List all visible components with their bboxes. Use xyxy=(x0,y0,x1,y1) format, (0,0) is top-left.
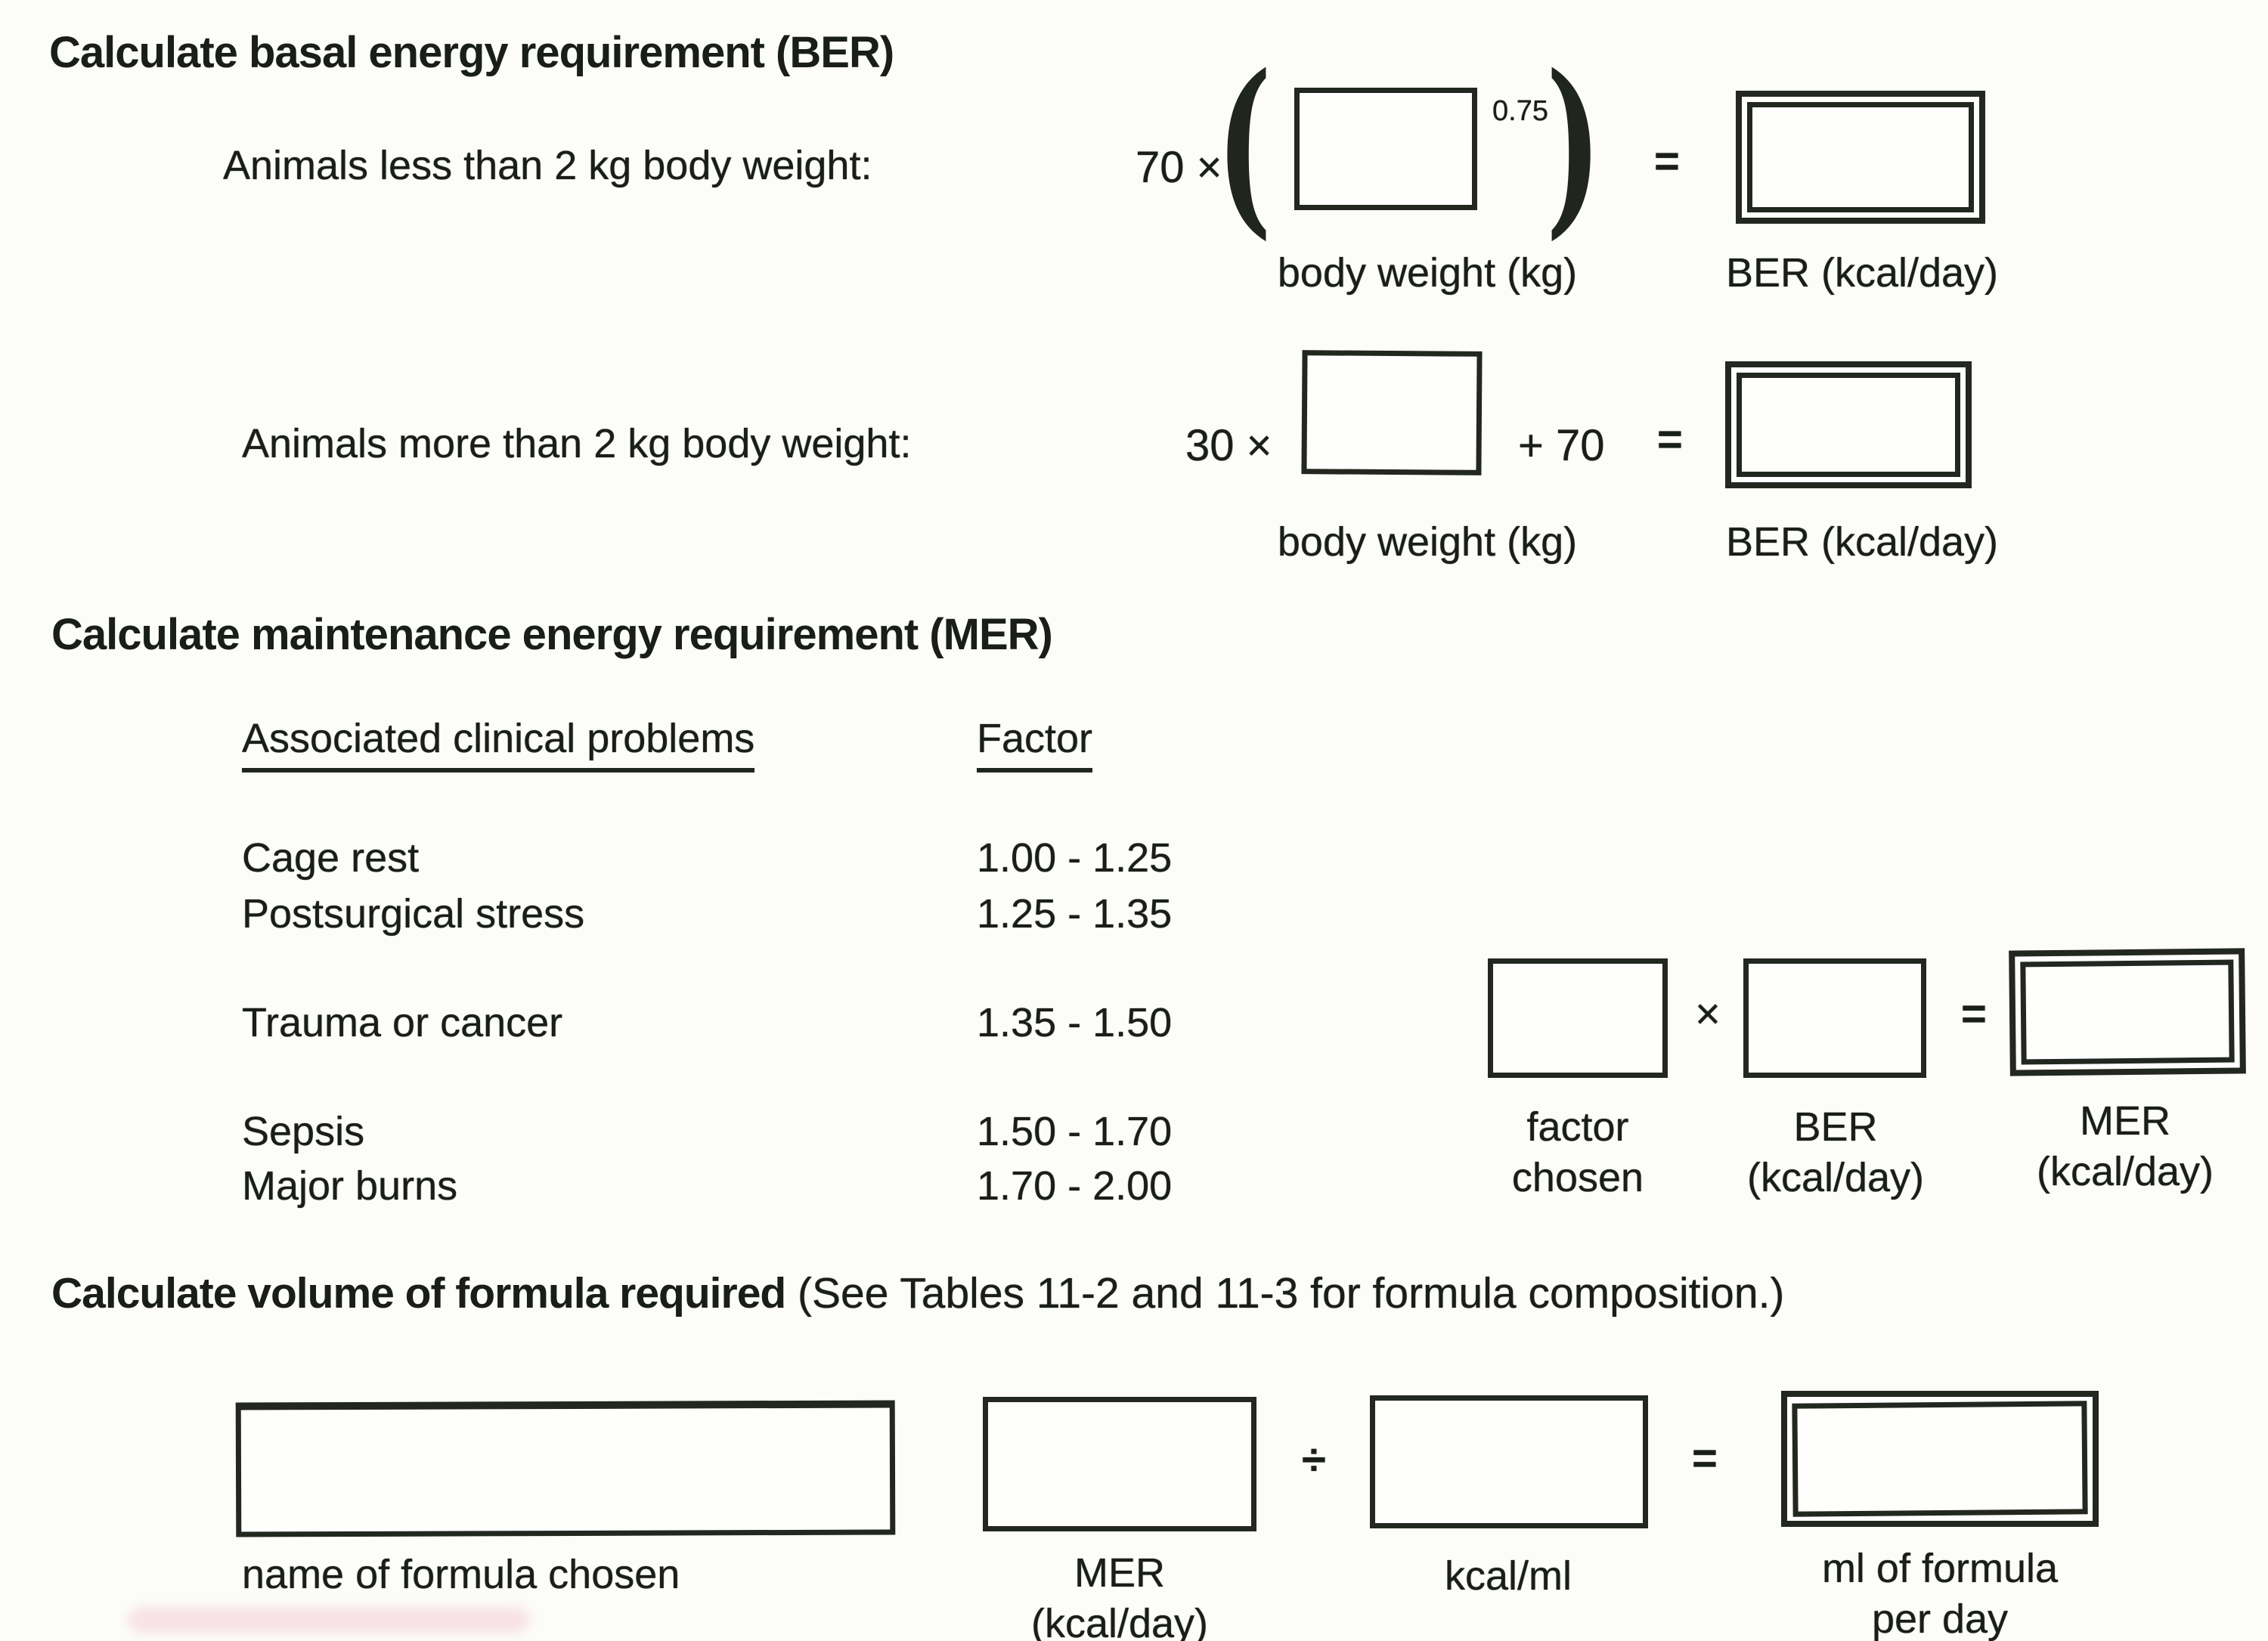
kcal-per-ml-caption: kcal/ml xyxy=(1444,1553,1572,1599)
table-row-factor: 1.25 - 1.35 xyxy=(977,891,1173,937)
equals-sign-1: = xyxy=(1654,137,1680,186)
mer-section-title: Calculate maintenance energy requirement… xyxy=(51,610,1053,659)
factor-column-header: Factor xyxy=(977,715,1093,773)
factor-chosen-input-box[interactable] xyxy=(1488,958,1668,1078)
table-row-problem: Trauma or cancer xyxy=(242,1000,563,1045)
factor-chosen-caption: factor chosen xyxy=(1511,1104,1644,1200)
problems-column-header: Associated clinical problems xyxy=(242,715,755,773)
scan-smudge xyxy=(129,1607,529,1633)
table-row-problem: Postsurgical stress xyxy=(242,891,585,937)
exponent-label: 0.75 xyxy=(1492,95,1548,127)
equals-sign-3: = xyxy=(1961,989,1987,1039)
ber-eq-caption: BER (kcal/day) xyxy=(1746,1104,1925,1200)
table-row-problem: Major burns xyxy=(242,1163,458,1209)
equals-sign-2: = xyxy=(1657,415,1683,464)
kcal-per-ml-input-box[interactable] xyxy=(1370,1395,1648,1528)
ber-result-box-1[interactable] xyxy=(1736,91,1985,224)
mer-input-box[interactable] xyxy=(983,1397,1256,1531)
open-paren: ( xyxy=(1216,33,1272,257)
animals-more-label: Animals more than 2 kg body weight: xyxy=(242,421,912,466)
coefficient-30: 30 × xyxy=(1185,421,1272,470)
ml-per-day-result-box[interactable] xyxy=(1781,1391,2099,1527)
mer-result-box[interactable] xyxy=(2009,948,2246,1076)
plus-70-term: + 70 xyxy=(1518,421,1605,470)
table-row-problem: Cage rest xyxy=(242,835,420,881)
volume-title-note: (See Tables 11-2 and 11-3 for formula co… xyxy=(785,1269,1785,1317)
ber-result-box-2[interactable] xyxy=(1725,361,1972,488)
volume-title-bold: Calculate volume of formula required xyxy=(51,1269,786,1317)
formula-name-caption: name of formula chosen xyxy=(242,1552,680,1597)
table-row-factor: 1.35 - 1.50 xyxy=(977,1000,1173,1045)
close-paren: ) xyxy=(1545,33,1602,257)
body-weight-caption-1: body weight (kg) xyxy=(1277,250,1578,296)
table-row-factor: 1.70 - 2.00 xyxy=(977,1163,1173,1209)
volume-section-title: Calculate volume of formula required (Se… xyxy=(51,1268,1784,1318)
table-row-problem: Sepsis xyxy=(242,1109,365,1154)
mer-input-caption: MER (kcal/day) xyxy=(1030,1550,1209,1641)
body-weight-caption-2: body weight (kg) xyxy=(1277,519,1578,565)
formula-name-input-box[interactable] xyxy=(235,1400,896,1537)
table-row-factor: 1.00 - 1.25 xyxy=(977,835,1173,881)
ml-per-day-caption: ml of formula per day xyxy=(1821,1546,2059,1641)
table-row-factor: 1.50 - 1.70 xyxy=(977,1109,1173,1154)
ber-section-title: Calculate basal energy requirement (BER) xyxy=(49,28,894,77)
divide-sign: ÷ xyxy=(1302,1435,1326,1485)
body-weight-input-box-2[interactable] xyxy=(1301,350,1483,475)
mer-eq-caption: MER (kcal/day) xyxy=(2036,1098,2214,1194)
animals-less-label: Animals less than 2 kg body weight: xyxy=(223,143,872,188)
multiply-sign: × xyxy=(1695,989,1721,1039)
equals-sign-4: = xyxy=(1692,1434,1718,1483)
ber-input-box[interactable] xyxy=(1743,958,1926,1078)
ber-caption-1: BER (kcal/day) xyxy=(1725,250,1999,296)
coefficient-70: 70 × xyxy=(1136,143,1222,192)
ber-caption-2: BER (kcal/day) xyxy=(1725,519,1999,565)
body-weight-input-box-1[interactable] xyxy=(1294,88,1477,210)
